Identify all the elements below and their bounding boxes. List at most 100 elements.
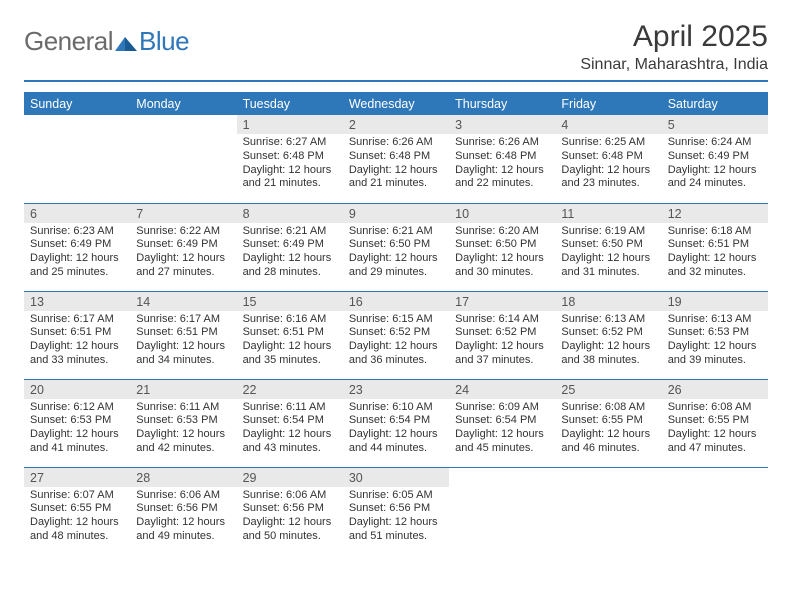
daylight-line: Daylight: 12 hours and 36 minutes. [349,340,443,368]
calendar-table: SundayMondayTuesdayWednesdayThursdayFrid… [24,92,768,555]
daylight-line: Daylight: 12 hours and 45 minutes. [455,428,549,456]
day-details: Sunrise: 6:19 AMSunset: 6:50 PMDaylight:… [555,223,661,284]
daylight-line: Daylight: 12 hours and 25 minutes. [30,252,124,280]
calendar-empty-cell [662,467,768,555]
sunrise-line: Sunrise: 6:08 AM [561,401,655,415]
daylight-line: Daylight: 12 hours and 46 minutes. [561,428,655,456]
day-details: Sunrise: 6:25 AMSunset: 6:48 PMDaylight:… [555,134,661,195]
day-number: 29 [237,468,343,487]
calendar-day-cell: 25Sunrise: 6:08 AMSunset: 6:55 PMDayligh… [555,379,661,467]
sunset-line: Sunset: 6:56 PM [243,502,337,516]
daylight-line: Daylight: 12 hours and 27 minutes. [136,252,230,280]
day-number: 7 [130,204,236,223]
sunset-line: Sunset: 6:49 PM [243,238,337,252]
sunrise-line: Sunrise: 6:25 AM [561,136,655,150]
day-number: 27 [24,468,130,487]
weekday-row: SundayMondayTuesdayWednesdayThursdayFrid… [24,92,768,115]
calendar-day-cell: 3Sunrise: 6:26 AMSunset: 6:48 PMDaylight… [449,115,555,203]
calendar-week-row: 13Sunrise: 6:17 AMSunset: 6:51 PMDayligh… [24,291,768,379]
day-details: Sunrise: 6:10 AMSunset: 6:54 PMDaylight:… [343,399,449,460]
calendar-week-row: 27Sunrise: 6:07 AMSunset: 6:55 PMDayligh… [24,467,768,555]
calendar-day-cell: 28Sunrise: 6:06 AMSunset: 6:56 PMDayligh… [130,467,236,555]
daylight-line: Daylight: 12 hours and 42 minutes. [136,428,230,456]
sunset-line: Sunset: 6:53 PM [668,326,762,340]
day-details: Sunrise: 6:20 AMSunset: 6:50 PMDaylight:… [449,223,555,284]
daylight-line: Daylight: 12 hours and 32 minutes. [668,252,762,280]
day-details: Sunrise: 6:06 AMSunset: 6:56 PMDaylight:… [237,487,343,548]
calendar-empty-cell [449,467,555,555]
day-number: 26 [662,380,768,399]
day-number: 22 [237,380,343,399]
calendar-day-cell: 19Sunrise: 6:13 AMSunset: 6:53 PMDayligh… [662,291,768,379]
sunrise-line: Sunrise: 6:26 AM [455,136,549,150]
day-details: Sunrise: 6:26 AMSunset: 6:48 PMDaylight:… [449,134,555,195]
day-details: Sunrise: 6:09 AMSunset: 6:54 PMDaylight:… [449,399,555,460]
day-details: Sunrise: 6:18 AMSunset: 6:51 PMDaylight:… [662,223,768,284]
sunset-line: Sunset: 6:55 PM [561,414,655,428]
calendar-day-cell: 9Sunrise: 6:21 AMSunset: 6:50 PMDaylight… [343,203,449,291]
location-subtitle: Sinnar, Maharashtra, India [580,56,768,74]
daylight-line: Daylight: 12 hours and 48 minutes. [30,516,124,544]
sunrise-line: Sunrise: 6:21 AM [243,225,337,239]
sunset-line: Sunset: 6:48 PM [455,150,549,164]
sunrise-line: Sunrise: 6:21 AM [349,225,443,239]
sunrise-line: Sunrise: 6:20 AM [455,225,549,239]
sunset-line: Sunset: 6:54 PM [455,414,549,428]
day-number: 5 [662,115,768,134]
day-number: 6 [24,204,130,223]
calendar-day-cell: 23Sunrise: 6:10 AMSunset: 6:54 PMDayligh… [343,379,449,467]
sunrise-line: Sunrise: 6:07 AM [30,489,124,503]
daylight-line: Daylight: 12 hours and 37 minutes. [455,340,549,368]
sunrise-line: Sunrise: 6:26 AM [349,136,443,150]
daylight-line: Daylight: 12 hours and 50 minutes. [243,516,337,544]
day-details: Sunrise: 6:17 AMSunset: 6:51 PMDaylight:… [130,311,236,372]
day-number: 23 [343,380,449,399]
sunrise-line: Sunrise: 6:09 AM [455,401,549,415]
calendar-day-cell: 27Sunrise: 6:07 AMSunset: 6:55 PMDayligh… [24,467,130,555]
day-number: 24 [449,380,555,399]
day-details: Sunrise: 6:13 AMSunset: 6:53 PMDaylight:… [662,311,768,372]
calendar-day-cell: 21Sunrise: 6:11 AMSunset: 6:53 PMDayligh… [130,379,236,467]
brand-logo: General Blue [24,20,189,57]
weekday-header: Tuesday [237,92,343,115]
sunset-line: Sunset: 6:50 PM [455,238,549,252]
day-number: 1 [237,115,343,134]
day-details: Sunrise: 6:27 AMSunset: 6:48 PMDaylight:… [237,134,343,195]
day-details: Sunrise: 6:21 AMSunset: 6:50 PMDaylight:… [343,223,449,284]
sunrise-line: Sunrise: 6:11 AM [136,401,230,415]
calendar-day-cell: 22Sunrise: 6:11 AMSunset: 6:54 PMDayligh… [237,379,343,467]
day-number: 15 [237,292,343,311]
calendar-week-row: 6Sunrise: 6:23 AMSunset: 6:49 PMDaylight… [24,203,768,291]
sunrise-line: Sunrise: 6:22 AM [136,225,230,239]
daylight-line: Daylight: 12 hours and 21 minutes. [243,164,337,192]
sunrise-line: Sunrise: 6:11 AM [243,401,337,415]
calendar-week-row: 20Sunrise: 6:12 AMSunset: 6:53 PMDayligh… [24,379,768,467]
day-details: Sunrise: 6:21 AMSunset: 6:49 PMDaylight:… [237,223,343,284]
title-block: April 2025 Sinnar, Maharashtra, India [580,20,768,74]
day-details: Sunrise: 6:22 AMSunset: 6:49 PMDaylight:… [130,223,236,284]
daylight-line: Daylight: 12 hours and 33 minutes. [30,340,124,368]
weekday-header: Monday [130,92,236,115]
sunrise-line: Sunrise: 6:18 AM [668,225,762,239]
daylight-line: Daylight: 12 hours and 44 minutes. [349,428,443,456]
daylight-line: Daylight: 12 hours and 30 minutes. [455,252,549,280]
daylight-line: Daylight: 12 hours and 21 minutes. [349,164,443,192]
weekday-header: Thursday [449,92,555,115]
day-details: Sunrise: 6:11 AMSunset: 6:53 PMDaylight:… [130,399,236,460]
daylight-line: Daylight: 12 hours and 35 minutes. [243,340,337,368]
sunset-line: Sunset: 6:50 PM [561,238,655,252]
daylight-line: Daylight: 12 hours and 31 minutes. [561,252,655,280]
weekday-header: Sunday [24,92,130,115]
calendar-week-row: 1Sunrise: 6:27 AMSunset: 6:48 PMDaylight… [24,115,768,203]
daylight-line: Daylight: 12 hours and 28 minutes. [243,252,337,280]
calendar-empty-cell [130,115,236,203]
sunrise-line: Sunrise: 6:17 AM [136,313,230,327]
day-details: Sunrise: 6:15 AMSunset: 6:52 PMDaylight:… [343,311,449,372]
month-title: April 2025 [580,20,768,54]
sunrise-line: Sunrise: 6:13 AM [668,313,762,327]
day-number: 19 [662,292,768,311]
calendar-day-cell: 8Sunrise: 6:21 AMSunset: 6:49 PMDaylight… [237,203,343,291]
sunset-line: Sunset: 6:51 PM [668,238,762,252]
day-number: 17 [449,292,555,311]
day-details: Sunrise: 6:08 AMSunset: 6:55 PMDaylight:… [555,399,661,460]
